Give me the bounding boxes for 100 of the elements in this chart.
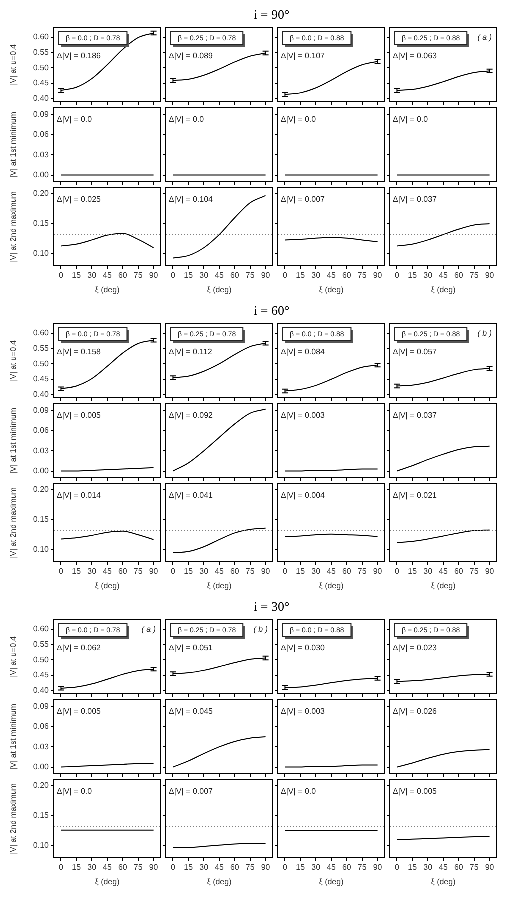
x-tick-label: 0 [282,567,288,576]
x-tick-label: 15 [296,567,306,576]
y-tick-label: 0.06 [33,722,50,732]
x-tick-label: 75 [246,271,256,280]
x-axis-title: ξ (deg) [319,285,344,294]
x-tick-label: 15 [296,863,306,872]
annotation: Δ|V| = 0.0 [57,787,93,796]
y-tick-label: 0.10 [33,249,50,258]
x-tick-label: 75 [358,271,368,280]
annotation: Δ|V| = 0.023 [393,643,438,652]
y-tick-label: 0.09 [33,406,50,415]
y-tick-label: 0.60 [33,328,50,338]
annotation: Δ|V| = 0.0 [169,115,205,124]
annotation: Δ|V| = 0.089 [169,51,214,60]
x-tick-label: 75 [470,567,480,576]
x-tick-label: 75 [246,863,256,872]
annotation: ( b ) [254,625,268,634]
annotation: Δ|V| = 0.005 [57,411,102,420]
chart-title: i = 30° [254,599,290,615]
y-tick-label: 0.06 [33,426,50,436]
y-tick-label: 0.20 [33,781,50,790]
y-tick-label: 0.10 [33,545,50,554]
x-tick-label: 30 [200,863,210,872]
x-tick-label: 15 [408,567,418,576]
x-tick-label: 90 [149,567,159,576]
y-tick-label: 0.50 [33,655,50,664]
x-tick-label: 60 [342,863,352,872]
annotation: Δ|V| = 0.005 [57,707,102,716]
annotation: Δ|V| = 0.045 [169,707,214,716]
y-tick-label: 0.20 [33,189,50,198]
x-tick-label: 75 [134,567,144,576]
x-tick-label: 90 [373,271,383,280]
annotation: Δ|V| = 0.0 [57,115,93,124]
x-tick-label: 30 [424,863,434,872]
x-tick-label: 60 [454,567,464,576]
x-axis-title: ξ (deg) [207,877,232,886]
annotation: Δ|V| = 0.107 [281,51,326,60]
x-tick-label: 60 [118,863,128,872]
x-tick-label: 60 [230,271,240,280]
x-tick-label: 30 [312,567,322,576]
chart-title: i = 60° [254,303,290,319]
y-tick-label: 0.40 [33,94,50,104]
x-tick-label: 0 [58,271,64,280]
annotation: Δ|V| = 0.0 [281,115,317,124]
y-tick-label: 0.50 [33,359,50,368]
x-axis-title: ξ (deg) [319,877,344,886]
x-tick-label: 45 [103,567,112,576]
annotation: Δ|V| = 0.026 [393,707,438,716]
x-tick-label: 60 [454,271,464,280]
x-tick-label: 90 [149,271,159,280]
y-tick-label: 0.09 [33,110,50,119]
y-tick-label: 0.15 [33,219,50,228]
annotation: Δ|V| = 0.0 [281,787,317,796]
x-tick-label: 0 [282,863,288,872]
y-tick-label: 0.00 [33,466,50,476]
x-tick-label: 30 [424,567,434,576]
y-tick-label: 0.00 [33,170,50,180]
y-tick-label: 0.03 [33,742,50,752]
x-tick-label: 15 [184,567,194,576]
x-tick-label: 45 [439,863,448,872]
x-tick-label: 30 [200,567,210,576]
x-tick-label: 30 [88,567,98,576]
y-tick-label: 0.40 [33,686,50,696]
y-axis-title: |V| at u=0.4 [9,44,18,86]
x-tick-label: 90 [261,863,271,872]
x-tick-label: 45 [215,567,224,576]
y-tick-label: 0.50 [33,63,50,72]
x-tick-label: 0 [170,271,176,280]
x-tick-label: 15 [72,271,82,280]
annotation: Δ|V| = 0.004 [281,491,326,500]
annotation: Δ|V| = 0.014 [57,491,102,500]
x-axis-title: ξ (deg) [319,581,344,590]
x-tick-label: 45 [215,271,224,280]
y-tick-label: 0.10 [33,841,50,850]
y-axis-title: |V| at u=0.4 [9,636,18,678]
x-tick-label: 90 [485,271,495,280]
y-axis-title: |V| at 2nd maximum [9,783,18,854]
annotation: Δ|V| = 0.104 [169,195,214,204]
x-tick-label: 0 [394,271,400,280]
x-axis-title: ξ (deg) [431,581,456,590]
x-tick-label: 15 [296,271,306,280]
x-tick-label: 30 [312,271,322,280]
x-tick-label: 0 [58,567,64,576]
x-tick-label: 90 [261,271,271,280]
x-tick-label: 90 [261,567,271,576]
annotation: Δ|V| = 0.062 [57,643,102,652]
annotation: Δ|V| = 0.025 [57,195,102,204]
x-tick-label: 90 [373,567,383,576]
x-tick-label: 30 [200,271,210,280]
x-tick-label: 0 [170,863,176,872]
x-tick-label: 45 [327,567,336,576]
annotation: ( a ) [478,33,492,42]
chart-title: i = 90° [254,7,290,23]
annotation: Δ|V| = 0.084 [281,347,326,356]
x-tick-label: 45 [103,863,112,872]
y-tick-label: 0.45 [33,374,50,384]
x-tick-label: 15 [184,271,194,280]
y-tick-label: 0.40 [33,390,50,400]
x-tick-label: 30 [312,863,322,872]
x-tick-label: 90 [373,863,383,872]
